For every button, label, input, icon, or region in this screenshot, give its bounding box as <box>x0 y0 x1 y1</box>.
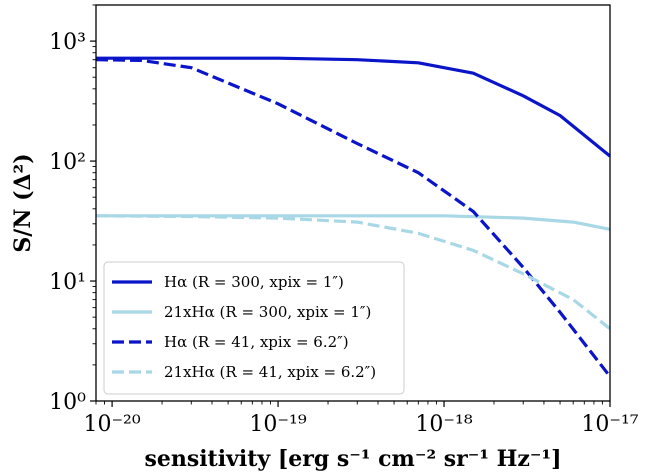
legend: Hα (R = 300, xpix = 1″) 21xHα (R = 300, x… <box>103 261 405 395</box>
y-tick-label: 10² <box>49 150 86 175</box>
series-line-3 <box>95 58 612 378</box>
x-tick-label: 10⁻¹⁸ <box>415 412 472 437</box>
legend-box <box>103 261 405 395</box>
y-tick-label: 10⁰ <box>49 390 86 415</box>
y-axis-title: S/N (Δ²) <box>10 153 36 252</box>
x-tick-label: 10⁻²⁰ <box>83 412 140 437</box>
series-line-2 <box>96 214 611 231</box>
series-line-1 <box>96 56 612 158</box>
series-layer <box>95 56 612 378</box>
legend-label-1: Hα (R = 300, xpix = 1″) <box>164 273 344 291</box>
x-tick-label: 10⁻¹⁷ <box>581 412 638 437</box>
y-tick-label: 10³ <box>49 30 86 55</box>
legend-label-2: 21xHα (R = 300, xpix = 1″) <box>164 303 371 321</box>
y-tick-label: 10¹ <box>49 270 86 295</box>
plot-frame <box>95 4 611 402</box>
x-axis-title: sensitivity [erg s⁻¹ cm⁻² sr⁻¹ Hz⁻¹] <box>144 446 561 472</box>
legend-label-3: Hα (R = 41, xpix = 6.2″) <box>164 333 349 351</box>
series-line-4 <box>95 214 611 331</box>
legend-label-4: 21xHα (R = 41, xpix = 6.2″) <box>164 363 376 381</box>
x-tick-label: 10⁻¹⁹ <box>249 412 306 437</box>
ticks-layer: 10⁻²⁰ 10⁻¹⁹ 10⁻¹⁸ 10⁻¹⁷ 10⁰ 10¹ 10² 10³ <box>49 4 639 437</box>
